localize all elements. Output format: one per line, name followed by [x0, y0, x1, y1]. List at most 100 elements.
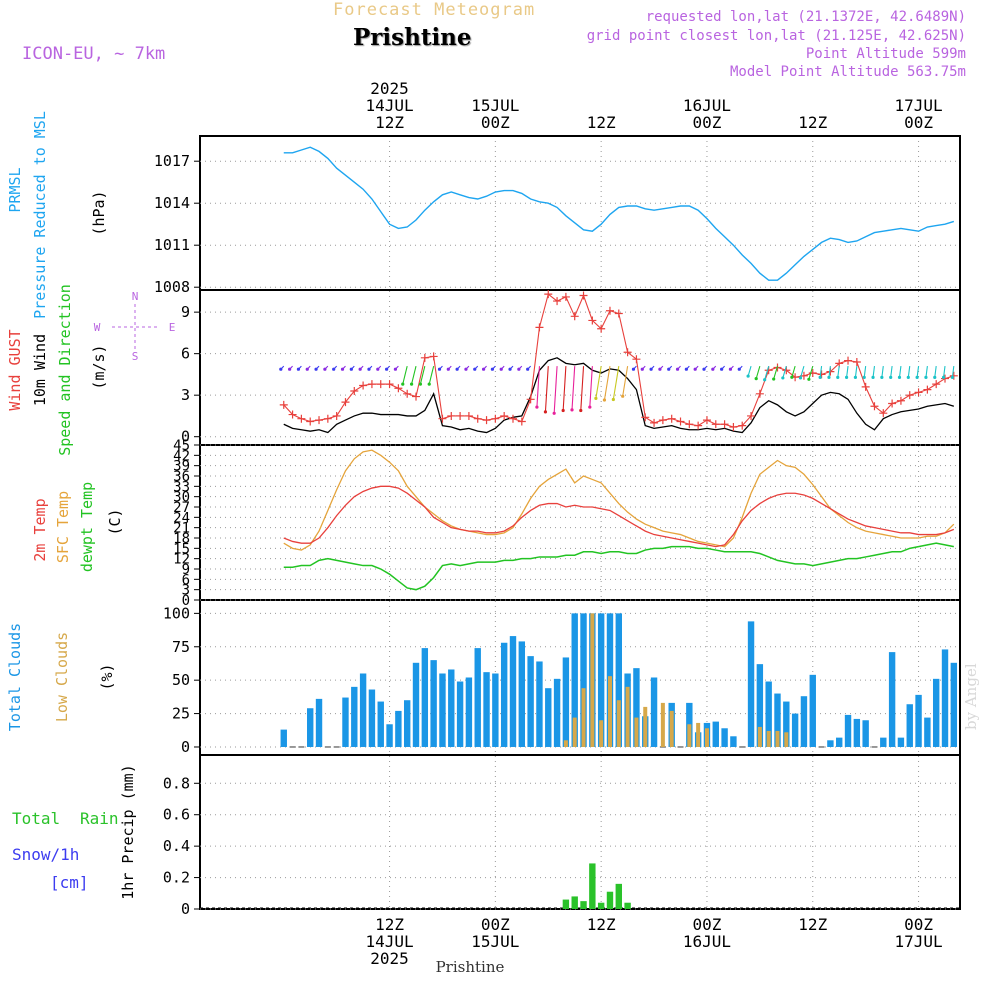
wind-arrow-head: [880, 375, 884, 379]
total-cloud-bar: [439, 673, 446, 747]
low-cloud-bar: [625, 686, 630, 747]
top-time-tick-label: 16JUL: [683, 96, 731, 115]
gust-marker: [385, 380, 394, 389]
prmsl-desc-label: Pressure Reduced to MSL: [31, 111, 49, 319]
gust-marker: [641, 413, 650, 422]
total-cloud-bar: [492, 673, 499, 747]
wind-arrow-head: [844, 375, 849, 379]
low-cloud-bar: [766, 730, 771, 747]
precip-bar: [624, 902, 631, 909]
gust-marker: [456, 411, 465, 420]
wind-direction-arrow: [589, 366, 593, 408]
gust-marker: [879, 409, 888, 418]
pressure-line: [283, 146, 955, 281]
rain-label: Rain: [80, 809, 119, 828]
y-tick-label: 3: [182, 583, 190, 599]
wind-arrow-head: [279, 367, 283, 371]
total-cloud-bar: [747, 621, 755, 747]
wind-direction-arrow: [898, 366, 902, 378]
total-cloud-bar: [351, 686, 358, 747]
total-cloud-bar: [906, 704, 913, 747]
gust-marker: [905, 391, 914, 400]
total-cloud-bar: [915, 694, 922, 747]
y-tick-label: 30: [173, 490, 190, 506]
wind-direction-arrow: [907, 366, 911, 378]
y-tick-label: 45: [173, 438, 190, 454]
wind-arrow-head: [827, 375, 831, 379]
wind-direction-arrow: [916, 366, 920, 378]
wind-arrow-head: [818, 375, 822, 379]
gust-marker: [341, 398, 350, 407]
gust-marker: [447, 411, 456, 420]
wind-direction-arrow: [837, 366, 840, 378]
wind-10m-label: 10m Wind: [31, 334, 49, 406]
low-cloud-bar: [660, 702, 665, 747]
compass-west: W: [94, 321, 101, 334]
wind-direction-arrow: [872, 366, 876, 378]
low-cloud-bar: [616, 700, 621, 747]
wind-arrow-head: [384, 367, 389, 371]
temp-2m-label: 2m Temp: [31, 498, 49, 561]
total-cloud-bar: [403, 700, 411, 747]
wind-direction-arrow: [755, 365, 761, 379]
total-cloud-bar: [633, 668, 640, 747]
y-tick-label: 1011: [154, 236, 190, 254]
wind-arrow-head: [418, 382, 423, 386]
wind-arrow-head: [684, 367, 688, 371]
wind-arrow-head: [658, 367, 662, 371]
wind-arrow-head: [367, 367, 371, 371]
bottom-time-tick-label: 00Z: [481, 915, 510, 934]
gust-marker: [932, 380, 941, 389]
precip-bar: [606, 891, 614, 909]
total-cloud-bar: [536, 661, 543, 747]
total-cloud-bar: [650, 677, 658, 747]
wind-direction-arrow: [819, 366, 823, 378]
gust-marker: [394, 384, 403, 393]
top-time-tick-label: 12Z: [587, 113, 616, 132]
wind-arrow-head: [323, 367, 327, 371]
wind-arrow-head: [526, 367, 530, 371]
wind-arrow-head: [941, 375, 946, 379]
wind-arrow-head: [807, 377, 811, 381]
gust-marker: [605, 306, 614, 315]
gust-marker: [535, 323, 544, 332]
gust-marker: [808, 369, 817, 378]
gust-marker: [835, 359, 844, 368]
total-cloud-bar: [791, 713, 799, 747]
wind-arrow-head: [871, 375, 875, 379]
total-cloud-bar: [315, 698, 323, 747]
gust-marker: [588, 316, 597, 325]
wind-arrow-head: [561, 408, 565, 413]
gust-marker: [685, 420, 694, 429]
low-cloud-bar: [581, 688, 586, 747]
total-cloud-bar: [862, 720, 869, 747]
top-time-tick-label: 00Z: [693, 113, 722, 132]
total-cloud-bar: [483, 672, 490, 747]
pressure-unit-label: (hPa): [90, 190, 108, 235]
gust-marker: [279, 400, 288, 409]
gust-marker: [623, 348, 632, 357]
gust-marker: [702, 416, 711, 425]
total-cloud-bar: [386, 724, 393, 747]
precip-bar: [589, 863, 596, 909]
precip-bar: [580, 901, 587, 909]
wind-direction-arrow: [799, 365, 805, 379]
y-tick-label: 0: [181, 900, 190, 918]
meteogram-title: Forecast Meteogram: [333, 0, 536, 20]
gust-marker: [597, 324, 606, 333]
gust-marker: [747, 411, 756, 420]
gust-marker: [438, 414, 447, 423]
wind-arrow-head: [790, 375, 794, 379]
bottom-time-tick-label: 15JUL: [471, 932, 519, 951]
gust-marker: [570, 312, 579, 321]
low-cloud-bar: [634, 717, 639, 747]
wind-direction-arrow: [881, 366, 884, 378]
gust-marker: [464, 411, 473, 420]
compass-south: S: [132, 350, 139, 363]
total-cloud-bar: [307, 708, 314, 747]
gust-marker: [306, 417, 315, 426]
gust-marker: [941, 374, 950, 383]
wind-arrow-head: [798, 376, 803, 380]
wind-arrow-head: [314, 367, 318, 371]
y-tick-label: 0.4: [163, 837, 190, 855]
